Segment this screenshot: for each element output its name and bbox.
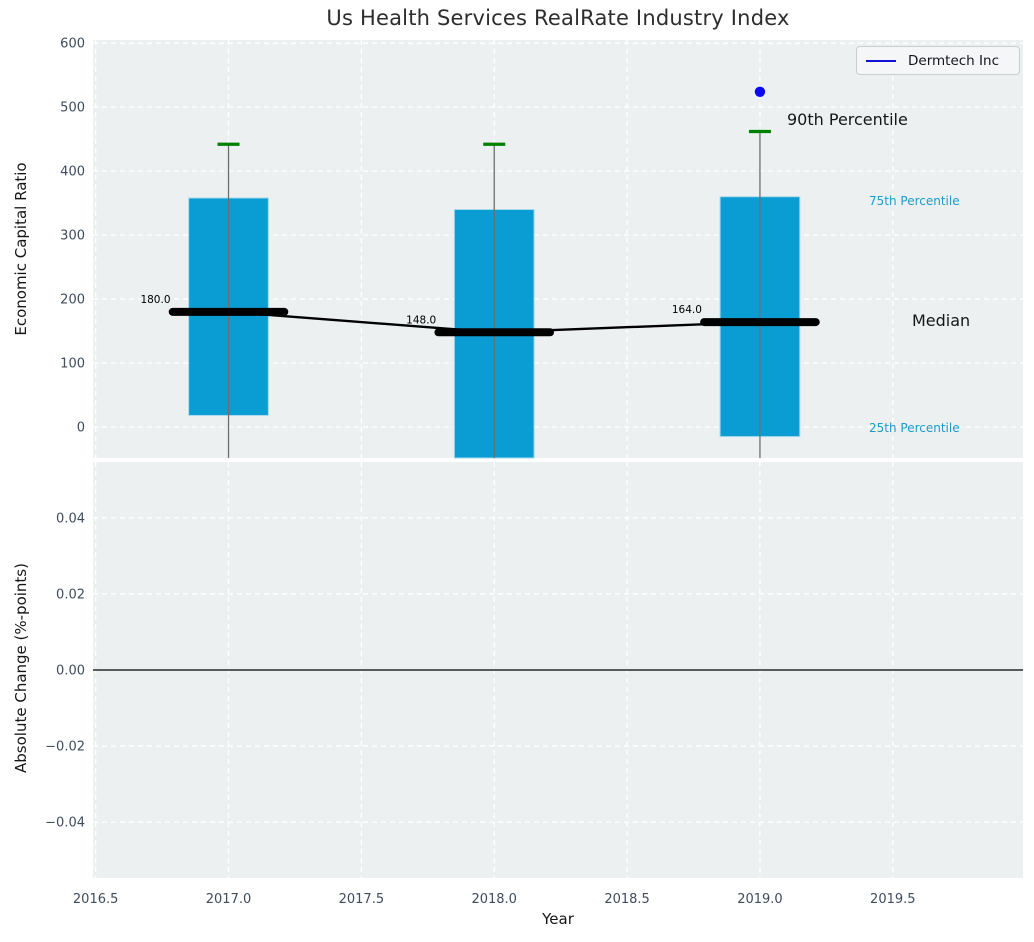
y-tick-label-bottom: −0.02 [45,740,85,755]
x-tick-label: 2019.0 [737,892,783,907]
y-axis-label-top: Economic Capital Ratio [12,162,30,336]
chart-title: Us Health Services RealRate Industry Ind… [326,6,790,30]
median-value-label: 180.0 [140,294,170,306]
company-point-dot [754,86,766,98]
y-tick-label-top: 600 [60,37,85,52]
annotation-25th-percentile: 25th Percentile [869,421,960,435]
legend-line-swatch [866,59,896,62]
y-tick-label-bottom: 0.02 [56,587,85,602]
legend-label: Dermtech Inc [908,52,999,69]
annotation-median: Median [912,311,971,330]
legend-box: Dermtech Inc [856,46,1020,75]
x-tick-label: 2018.5 [604,892,650,907]
annotation-75th-percentile: 75th Percentile [869,194,960,208]
y-tick-label-bottom: 0.04 [56,511,85,526]
y-tick-label-bottom: 0.00 [56,664,85,679]
y-tick-label-top: 200 [60,293,85,308]
y-tick-label-top: 100 [60,357,85,372]
x-tick-label: 2019.5 [870,892,916,907]
median-value-label: 164.0 [672,304,702,316]
y-tick-label-top: 0 [77,420,85,435]
x-tick-label: 2017.5 [339,892,385,907]
y-tick-label-top: 300 [60,229,85,244]
y-axis-label-bottom: Absolute Change (%-points) [12,563,30,773]
x-tick-label: 2017.0 [206,892,252,907]
median-value-label: 148.0 [406,314,436,326]
y-tick-label-bottom: −0.04 [45,816,85,831]
y-tick-label-top: 400 [60,165,85,180]
x-tick-label: 2018.0 [471,892,517,907]
y-tick-label-top: 500 [60,101,85,116]
x-tick-label: 2016.5 [73,892,119,907]
x-axis-label: Year [542,910,574,928]
annotation-90th-percentile: 90th Percentile [787,110,908,129]
